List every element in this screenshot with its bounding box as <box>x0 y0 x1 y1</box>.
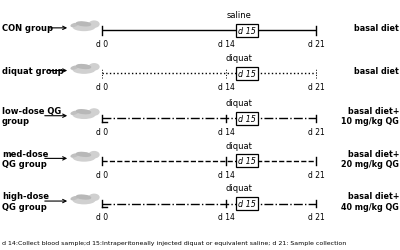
FancyBboxPatch shape <box>236 67 258 80</box>
Text: d 21: d 21 <box>308 128 324 136</box>
Text: d 15: d 15 <box>238 114 256 123</box>
Text: diquat: diquat <box>225 98 252 108</box>
Ellipse shape <box>77 65 90 69</box>
Ellipse shape <box>77 23 90 27</box>
Ellipse shape <box>71 67 78 70</box>
Text: basal diet+
20 mg/kg QG: basal diet+ 20 mg/kg QG <box>341 149 399 169</box>
Text: d 21: d 21 <box>308 82 324 92</box>
Text: high-dose
QG group: high-dose QG group <box>2 192 49 211</box>
Text: diquat: diquat <box>225 184 252 192</box>
Text: low-dose QG
group: low-dose QG group <box>2 106 61 126</box>
Ellipse shape <box>77 110 90 114</box>
Ellipse shape <box>73 66 95 74</box>
Text: d 14: d 14 <box>218 170 234 179</box>
Circle shape <box>89 152 99 158</box>
FancyBboxPatch shape <box>236 112 258 125</box>
Circle shape <box>89 194 99 200</box>
Text: d 0: d 0 <box>96 40 108 49</box>
Circle shape <box>89 110 99 116</box>
Text: d 21: d 21 <box>308 170 324 179</box>
Text: d 15: d 15 <box>238 69 256 78</box>
Ellipse shape <box>77 153 90 157</box>
Ellipse shape <box>71 154 78 157</box>
Text: d 0: d 0 <box>96 82 108 92</box>
Text: CON group: CON group <box>2 24 53 33</box>
Text: d 0: d 0 <box>96 170 108 179</box>
Text: d 15: d 15 <box>238 157 256 166</box>
Circle shape <box>89 22 99 28</box>
FancyBboxPatch shape <box>236 155 258 168</box>
Ellipse shape <box>77 195 90 199</box>
Text: saline: saline <box>226 11 251 20</box>
Ellipse shape <box>73 196 95 204</box>
Text: d 14: d 14 <box>218 82 234 92</box>
Text: diquat: diquat <box>225 141 252 150</box>
Text: d 14: d 14 <box>218 40 234 49</box>
Text: d 0: d 0 <box>96 128 108 136</box>
Ellipse shape <box>73 154 95 161</box>
Text: d 14:Collect blood sample;d 15:Intraperitoneally injected diquat or equivalent s: d 14:Collect blood sample;d 15:Intraperi… <box>2 240 346 245</box>
Ellipse shape <box>71 197 78 200</box>
Text: d 0: d 0 <box>96 212 108 222</box>
Ellipse shape <box>71 24 78 27</box>
Ellipse shape <box>71 112 78 115</box>
Text: d 21: d 21 <box>308 212 324 222</box>
Text: diquat: diquat <box>225 54 252 62</box>
Text: diquat group: diquat group <box>2 67 64 76</box>
Circle shape <box>89 64 99 70</box>
Text: d 21: d 21 <box>308 40 324 49</box>
Ellipse shape <box>73 111 95 119</box>
Text: d 15: d 15 <box>238 199 256 208</box>
Text: d 15: d 15 <box>238 27 256 36</box>
Text: basal diet+
10 mg/kg QG: basal diet+ 10 mg/kg QG <box>342 106 399 126</box>
Text: basal diet: basal diet <box>354 67 399 76</box>
Ellipse shape <box>73 24 95 31</box>
Text: med-dose
QG group: med-dose QG group <box>2 149 48 169</box>
FancyBboxPatch shape <box>236 197 258 210</box>
Text: d 14: d 14 <box>218 212 234 222</box>
Text: basal diet+
40 mg/kg QG: basal diet+ 40 mg/kg QG <box>342 192 399 211</box>
Text: d 14: d 14 <box>218 128 234 136</box>
FancyBboxPatch shape <box>236 25 258 38</box>
Text: basal diet: basal diet <box>354 24 399 33</box>
